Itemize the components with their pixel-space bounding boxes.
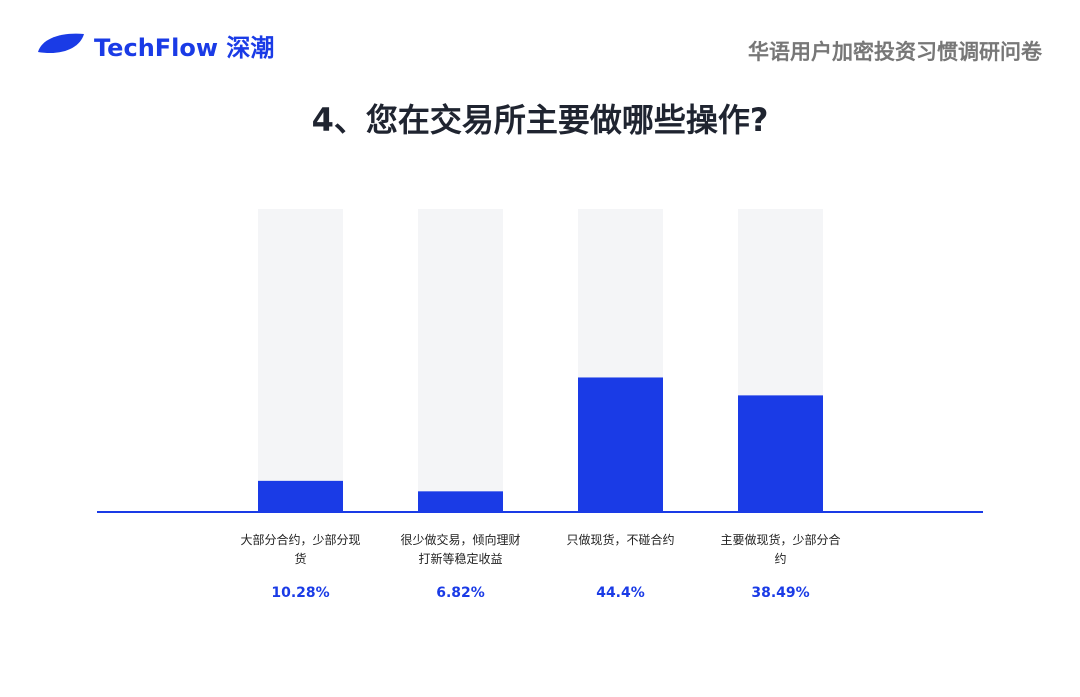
x-tick-label: 只做现货，不碰合约 — [566, 533, 675, 547]
bar-track — [258, 209, 343, 512]
value-label: 6.82% — [436, 585, 485, 601]
chart-title: 4、您在交易所主要做哪些操作? — [311, 101, 769, 139]
brand: TechFlow 深潮 — [94, 34, 275, 62]
bar — [258, 480, 343, 512]
bar-track — [418, 209, 503, 512]
x-tick-label: 主要做现货，少部分合约 — [720, 533, 841, 566]
bar — [578, 377, 663, 512]
value-label: 10.28% — [271, 585, 330, 601]
x-tick-label: 很少做交易，倾向理财打新等稳定收益 — [400, 533, 521, 566]
x-tick-label: 大部分合约，少部分现货 — [240, 533, 361, 566]
logo-icon — [38, 33, 84, 54]
value-label: 44.4% — [596, 585, 645, 601]
value-label: 38.49% — [751, 585, 810, 601]
report-title: 华语用户加密投资习惯调研问卷 — [748, 40, 1042, 64]
bar — [418, 491, 503, 512]
bar — [738, 395, 823, 512]
